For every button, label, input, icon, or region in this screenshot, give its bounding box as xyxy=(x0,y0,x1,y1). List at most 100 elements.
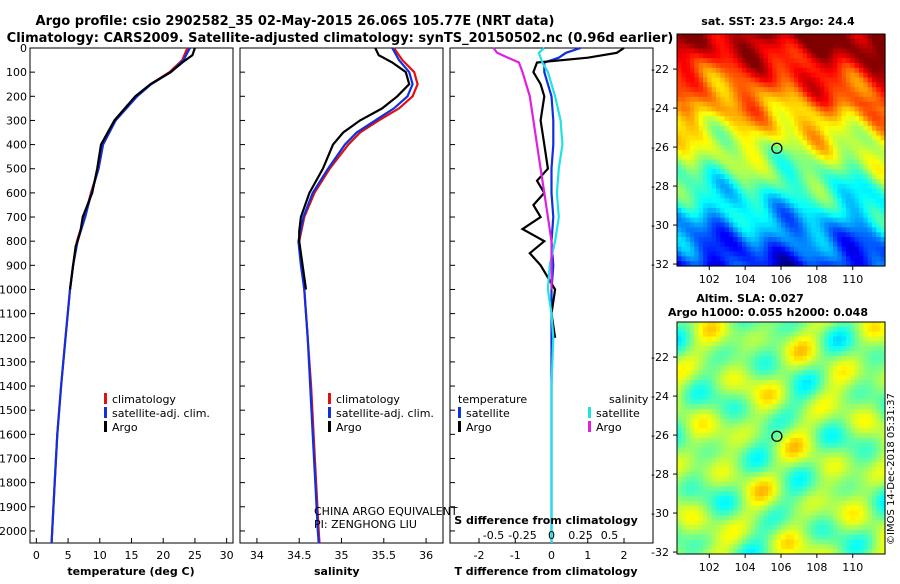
map-cell xyxy=(746,486,752,492)
map-cell xyxy=(876,399,882,405)
map-cell xyxy=(807,423,812,429)
map-cell xyxy=(694,380,700,386)
map-cell xyxy=(807,341,812,347)
map-cell xyxy=(837,380,843,386)
x-tick-label: 34.5 xyxy=(287,549,312,562)
map-cell xyxy=(785,164,791,170)
map-cell xyxy=(798,193,804,199)
map-cell xyxy=(850,486,856,492)
map-cell xyxy=(807,486,812,492)
map-cell xyxy=(763,380,769,386)
map-cell xyxy=(798,53,804,59)
map-cell xyxy=(737,428,743,434)
map-cell xyxy=(880,38,886,45)
map-cell xyxy=(711,447,717,454)
map-cell xyxy=(776,183,782,190)
map-cell xyxy=(750,515,756,521)
map-cell xyxy=(746,355,752,362)
map-cell xyxy=(694,544,700,550)
map-cell xyxy=(711,232,717,238)
map-cell xyxy=(841,227,847,233)
map-cell xyxy=(811,467,817,473)
x-tick-label: -1 xyxy=(510,549,521,562)
map-cell xyxy=(815,212,821,219)
map-cell xyxy=(750,471,756,478)
map-cell xyxy=(716,154,721,161)
map-cell xyxy=(824,212,830,219)
map-cell xyxy=(759,179,765,185)
map-cell xyxy=(746,336,752,342)
map-cell xyxy=(755,154,760,161)
map-cell xyxy=(750,256,756,262)
map-cell xyxy=(872,544,877,550)
map-cell xyxy=(724,246,730,253)
map-cell xyxy=(863,529,869,536)
map-cell xyxy=(690,375,695,381)
map-cell xyxy=(776,399,782,405)
map-cell xyxy=(837,491,843,497)
map-cell xyxy=(841,53,847,59)
map-cell xyxy=(733,82,739,88)
map-cell xyxy=(798,529,804,536)
map-cell xyxy=(781,193,786,199)
map-cell xyxy=(681,549,687,555)
map-cell xyxy=(828,452,834,458)
map-cell xyxy=(716,208,721,214)
map-cell xyxy=(850,125,856,132)
map-cell xyxy=(807,130,812,137)
map-cell xyxy=(763,515,769,521)
map-cell xyxy=(763,48,769,54)
map-cell xyxy=(846,326,851,333)
map-cell xyxy=(681,544,687,550)
map-cell xyxy=(811,43,817,50)
map-cell xyxy=(703,63,708,69)
map-cell xyxy=(707,399,713,405)
map-cell xyxy=(763,188,769,195)
map-cell xyxy=(859,53,864,59)
map-cell xyxy=(789,442,795,449)
map-cell xyxy=(837,251,843,257)
map-cell xyxy=(837,169,843,175)
map-cell xyxy=(729,355,734,362)
map-cell xyxy=(781,491,786,497)
map-cell xyxy=(720,96,726,103)
map-cell xyxy=(824,116,830,122)
map-cell xyxy=(776,549,782,555)
map-cell xyxy=(872,241,877,248)
map-cell xyxy=(677,92,682,98)
map-cell xyxy=(846,121,851,127)
map-cell xyxy=(859,237,864,243)
map-cell xyxy=(837,208,843,214)
map-cell xyxy=(854,217,860,224)
map-cell xyxy=(703,38,708,45)
map-cell xyxy=(716,106,721,112)
map-cell xyxy=(742,452,747,458)
map-cell xyxy=(789,241,795,248)
map-cell xyxy=(737,227,743,233)
map-cell xyxy=(820,539,825,545)
y-tick-label: 600 xyxy=(6,187,27,200)
map-cell xyxy=(698,341,704,347)
map-cell xyxy=(867,346,873,352)
map-cell xyxy=(833,232,838,238)
map-cell xyxy=(785,326,791,333)
map-cell xyxy=(867,510,873,516)
map-cell xyxy=(698,500,704,507)
map-cell xyxy=(759,198,765,204)
map-cell xyxy=(716,423,721,429)
map-cell xyxy=(685,164,691,170)
map-cell xyxy=(841,346,847,352)
map-cell xyxy=(811,58,817,64)
map-cell xyxy=(729,174,734,180)
map-cell xyxy=(837,96,843,103)
map-cell xyxy=(880,515,886,521)
map-cell xyxy=(737,413,743,420)
map-cell xyxy=(798,394,804,400)
map-cell xyxy=(828,63,834,69)
map-cell xyxy=(798,418,804,425)
map-cell xyxy=(690,96,695,103)
map-cell xyxy=(768,351,773,357)
map-cell xyxy=(729,544,734,550)
map-cell xyxy=(746,404,752,410)
map-cell xyxy=(824,452,830,458)
